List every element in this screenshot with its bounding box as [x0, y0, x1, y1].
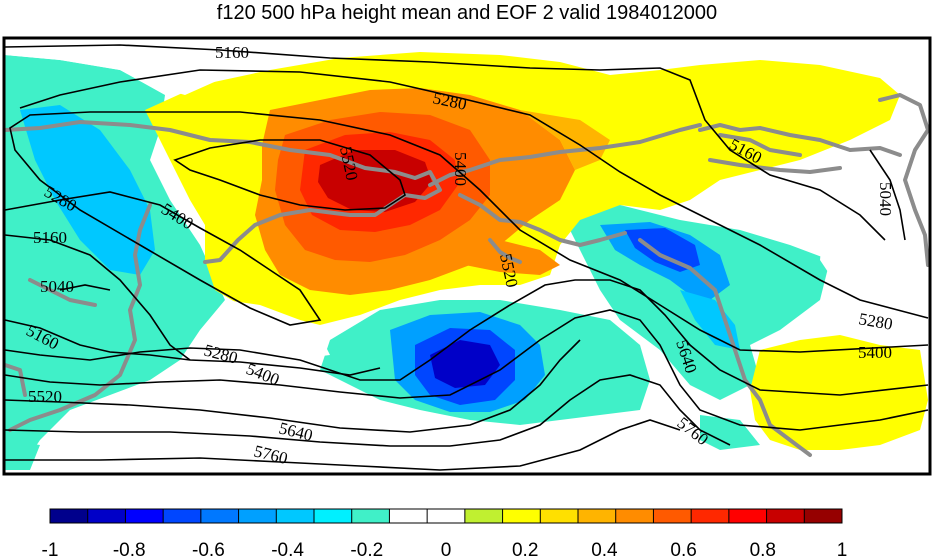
- colorbar-tick-label: 0.2: [512, 540, 538, 558]
- shade-white-north: [5, 40, 230, 95]
- shade-cyan-west-tail: [5, 440, 40, 470]
- colorbar-bin: [804, 509, 843, 523]
- shade-lightblue-east-tail: [680, 290, 740, 350]
- colorbar-bin: [502, 509, 541, 523]
- shade-lightblue-west: [20, 105, 155, 275]
- colorbar-bin: [200, 509, 239, 523]
- colorbar-outline: [49, 508, 843, 524]
- contour-label: 5160: [215, 43, 249, 62]
- colorbar-bin: [728, 509, 767, 523]
- colorbar-bin: [615, 509, 654, 523]
- contour-5400-ring: [4, 111, 929, 353]
- contour-label: 5040: [40, 277, 74, 296]
- colorbar-bin: [314, 509, 353, 523]
- contour-5280-north: [19, 69, 929, 319]
- colorbar-bin: [351, 509, 390, 523]
- map-title: f120 500 hPa height mean and EOF 2 valid…: [216, 2, 718, 24]
- colorbar-tick-label: 0.4: [591, 540, 618, 558]
- contour-label: 5520: [28, 387, 62, 406]
- colorbar-tick-label: -0.6: [192, 540, 225, 558]
- contour-label: 5160: [33, 228, 67, 247]
- height-contours: [4, 44, 929, 471]
- contour-5160-sw: [4, 319, 381, 376]
- contour-5520-south: [4, 339, 581, 433]
- map-frame: [2, 36, 932, 476]
- colorbar-tick-label: -1: [42, 540, 59, 558]
- eof-shading: [5, 40, 930, 470]
- colorbar-tick-label: 1: [837, 540, 848, 558]
- contour-5160-west: [4, 234, 191, 361]
- colorbar-bin: [125, 509, 164, 523]
- colorbar-bin: [464, 509, 503, 523]
- colorbar-bin: [50, 509, 89, 523]
- contour-5520-ring: [173, 139, 406, 211]
- colorbar-tick-label: -0.2: [350, 540, 383, 558]
- colorbar-bin: [653, 509, 692, 523]
- contour-label: 5400: [858, 343, 892, 362]
- contour-label: 5040: [876, 182, 895, 216]
- colorbar-tick-label: 0: [441, 540, 452, 558]
- colorbar-tick-label: 0.8: [750, 540, 776, 558]
- shade-cyan-se: [700, 415, 760, 450]
- colorbar-bin: [427, 509, 466, 523]
- colorbar-tick-label: -0.4: [271, 540, 304, 558]
- shade-white-gap: [215, 300, 330, 360]
- colorbar-bin: [238, 509, 277, 523]
- colorbar: -1 -0.8 -0.6 -0.4 -0.2 0 0.2 0.4 0.6 0.8 1: [42, 508, 848, 558]
- shade-orange-light: [520, 110, 610, 170]
- contour-5040-east: [869, 149, 906, 241]
- contour-5160-north: [4, 44, 886, 241]
- colorbar-bin: [87, 509, 126, 523]
- shade-darkblue-central: [430, 340, 500, 388]
- colorbar-bin: [578, 509, 617, 523]
- contour-5400-south: [4, 309, 929, 431]
- colorbar-tick-label: -0.8: [113, 540, 146, 558]
- contour-5640-south: [4, 374, 731, 447]
- colorbar-tick-label: 0.6: [670, 540, 696, 558]
- colorbar-bin: [163, 509, 202, 523]
- shade-white-east: [820, 140, 930, 305]
- shade-orange-tail: [450, 240, 560, 275]
- shade-blue-east: [625, 228, 700, 272]
- colorbar-bin: [540, 509, 579, 523]
- colorbar-bin: [766, 509, 805, 523]
- contour-5760-south: [5, 419, 681, 471]
- shade-yellow-se: [750, 335, 928, 450]
- contour-5280-south: [4, 279, 929, 396]
- contour-5040-west: [59, 284, 111, 291]
- contour-label: 5400: [451, 152, 470, 186]
- shade-white-ne: [650, 40, 930, 75]
- colorbar-bin: [691, 509, 730, 523]
- colorbar-bin: [389, 509, 428, 523]
- colorbar-bin: [276, 509, 315, 523]
